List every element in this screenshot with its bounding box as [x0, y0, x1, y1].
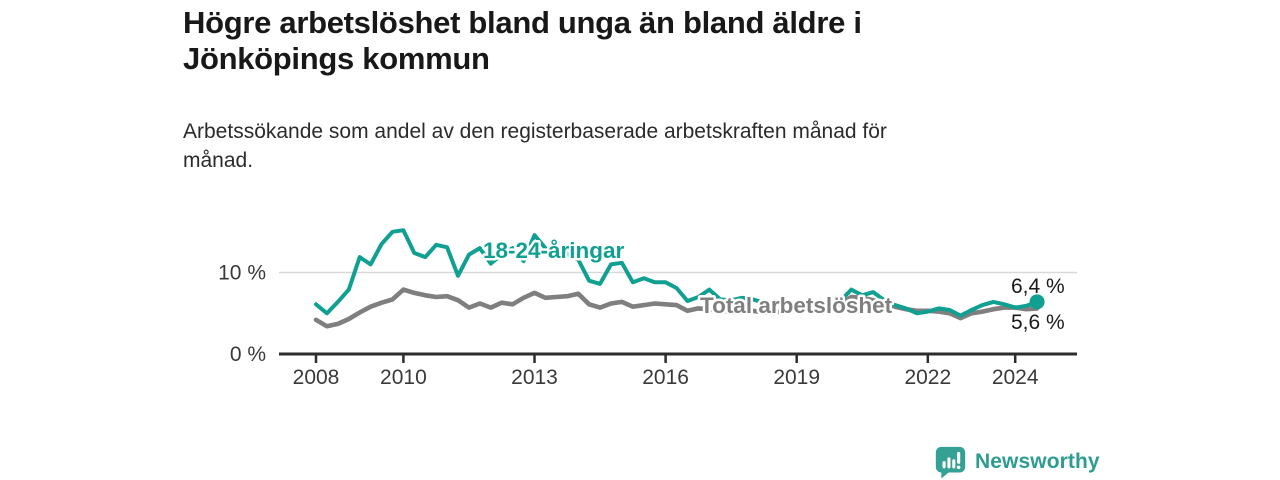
chart-subtitle: Arbetssökande som andel av den registerb…: [183, 120, 887, 172]
series-end-value-label: 6,4 %: [1011, 275, 1065, 298]
x-axis-tick-label: 2013: [511, 366, 558, 389]
chart-title: Högre arbetslöshet bland unga än bland ä…: [183, 5, 862, 76]
brand-name: Newsworthy: [975, 450, 1100, 473]
x-axis-tick-label: 2010: [380, 366, 427, 389]
x-axis-tick-label: 2019: [773, 366, 820, 389]
x-axis-tick-label: 2008: [293, 366, 340, 389]
series-line-total: [313, 287, 1040, 329]
x-axis-tick-label: 2022: [904, 366, 951, 389]
y-axis-tick-label: 10 %: [218, 262, 266, 285]
x-axis-tick-label: 2024: [992, 366, 1039, 389]
y-axis-tick-label: 0 %: [230, 343, 266, 366]
newsworthy-logo-icon: [935, 446, 966, 479]
series-inline-label: 18-24-åringar: [483, 238, 625, 263]
series-end-value-label: 5,6 %: [1011, 311, 1065, 334]
brand-footer: Newsworthy: [934, 445, 1100, 479]
series-end-dot: [1029, 294, 1045, 310]
series-inline-label: Total arbetslöshet: [700, 293, 893, 318]
series-line-18-24: [314, 228, 1040, 318]
x-axis-tick-label: 2016: [642, 366, 689, 389]
